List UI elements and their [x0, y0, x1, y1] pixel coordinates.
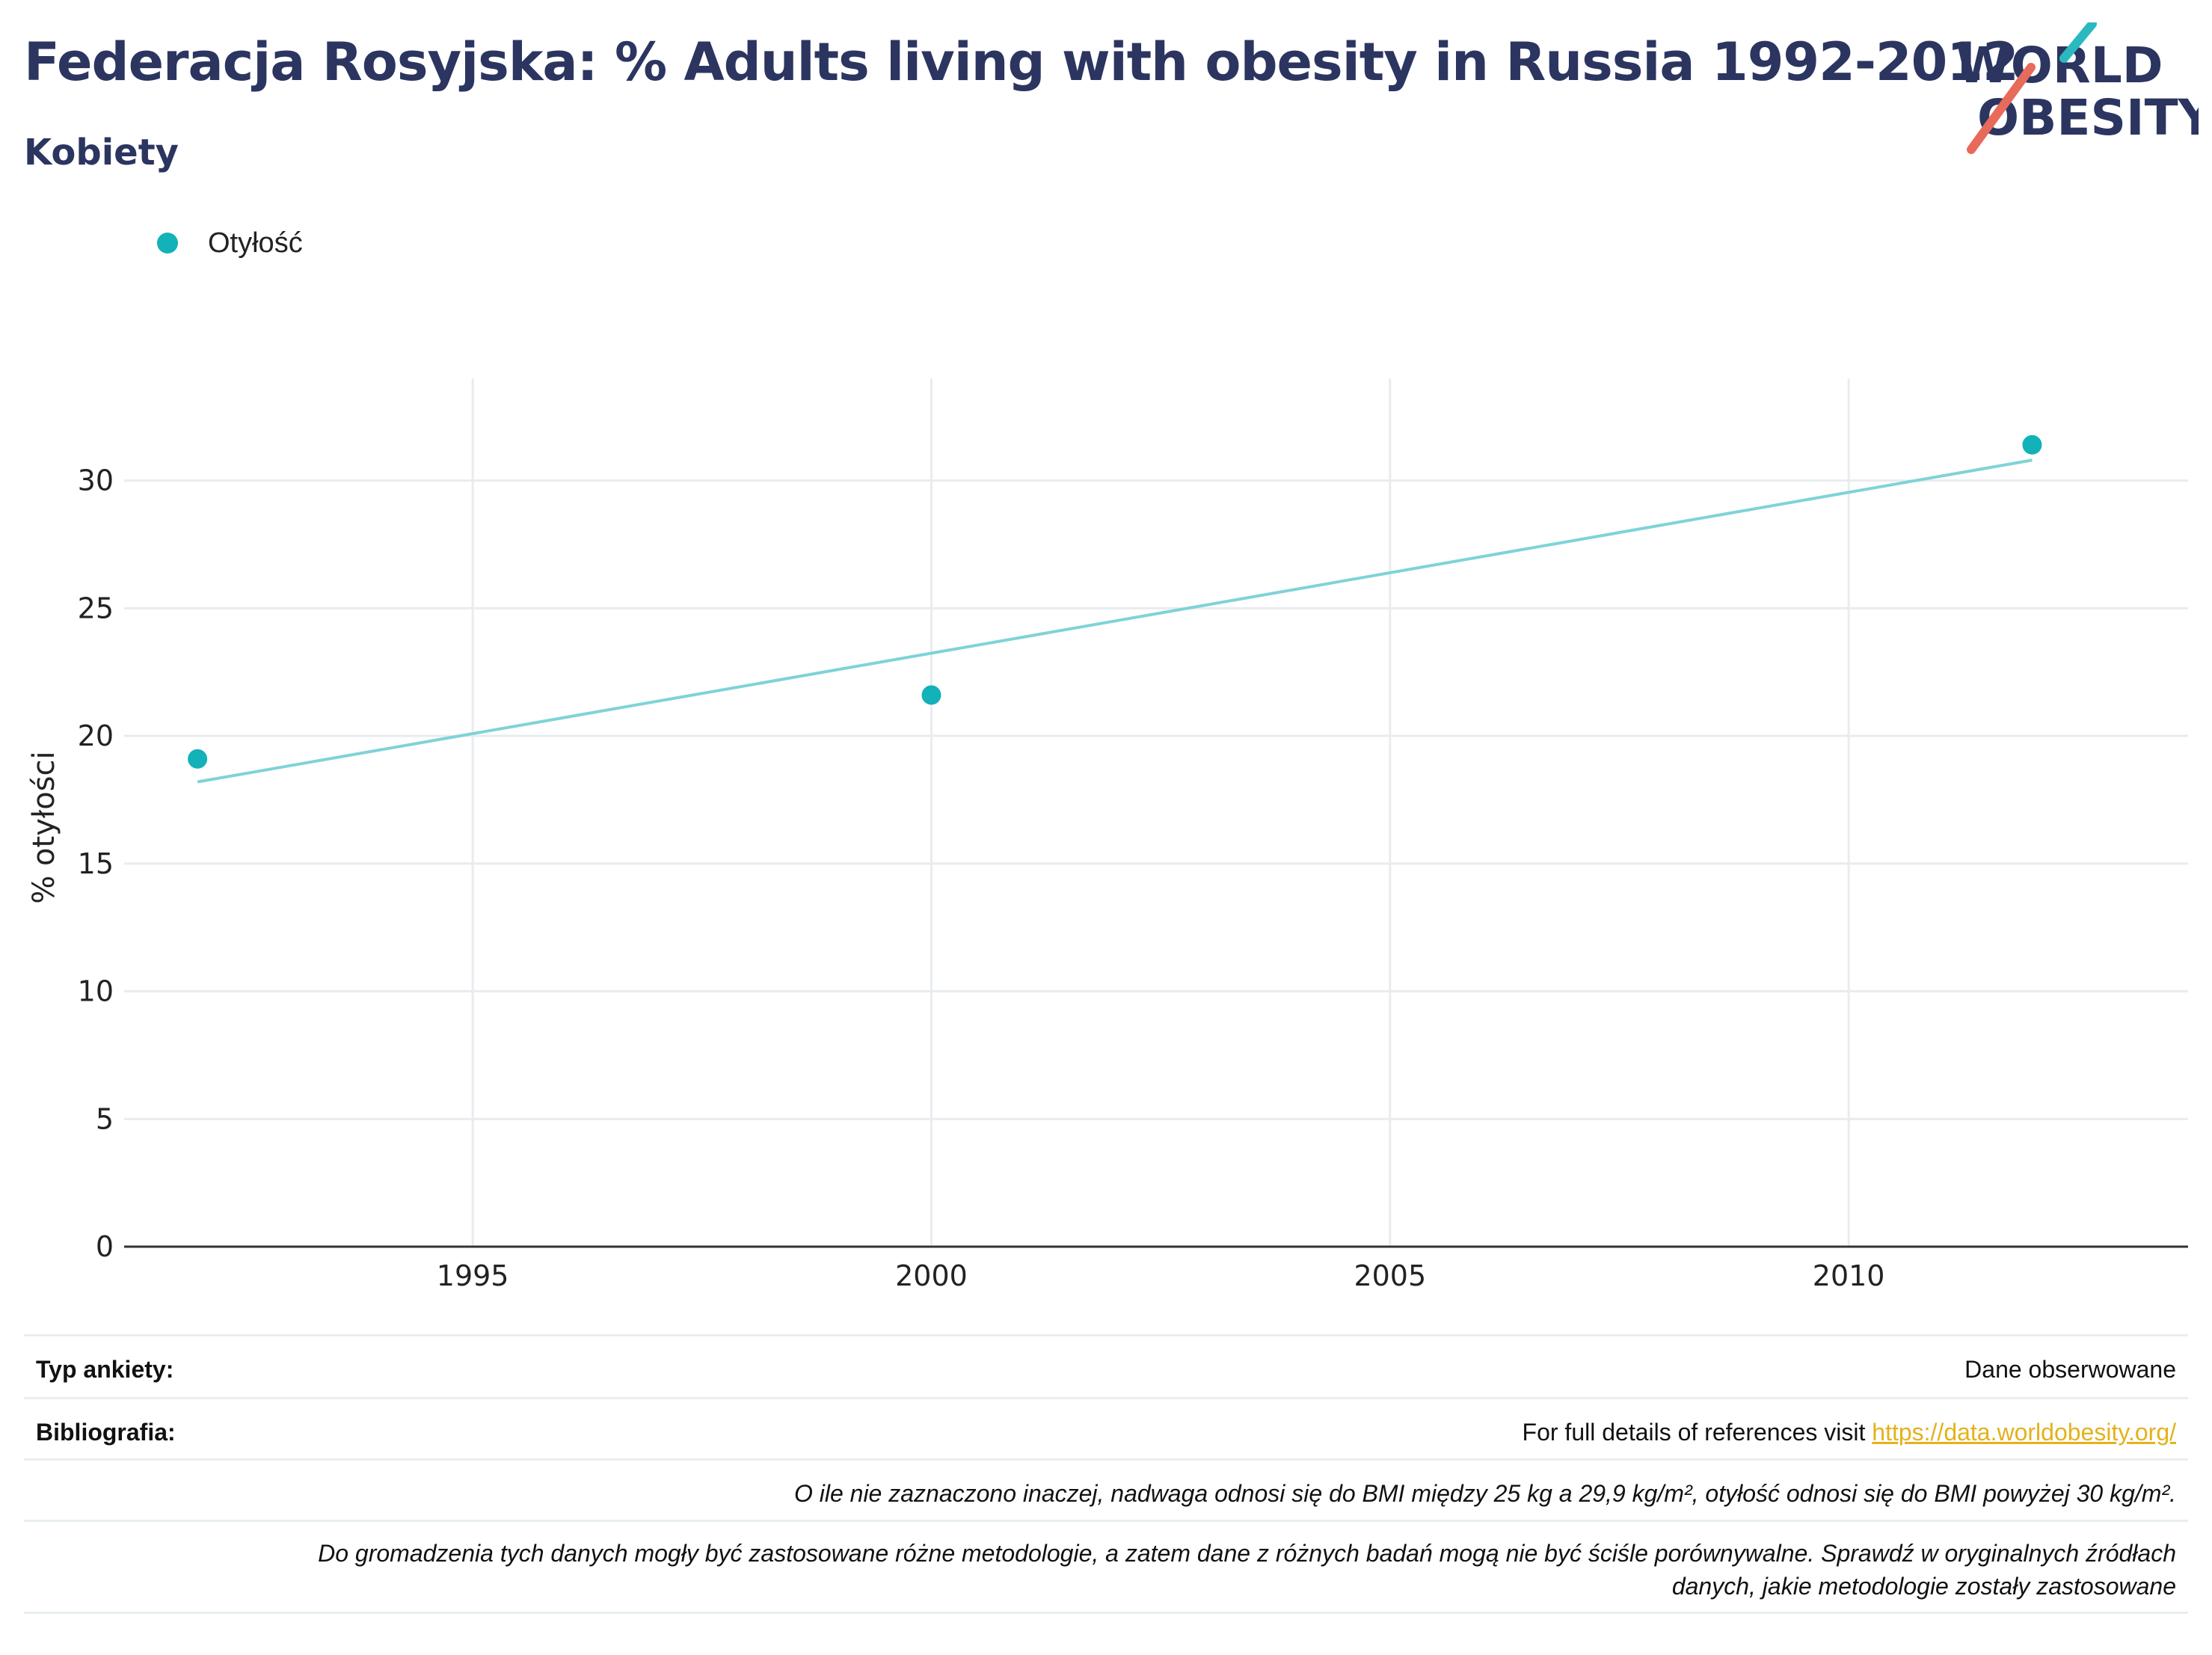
definition-note: O ile nie zaznaczono inaczej, nadwaga od…: [793, 1480, 2176, 1507]
legend-label-obesity: Otyłość: [208, 227, 303, 259]
chart-title: Federacja Rosyjska: % Adults living with…: [24, 31, 2019, 93]
chart-subtitle: Kobiety: [24, 132, 179, 174]
trend-line: [197, 458, 2033, 784]
definition-note-row: O ile nie zaznaczono inaczej, nadwaga od…: [24, 1458, 2188, 1520]
chart-plot: 0 5 10 15 20 25 30 1995 2000 2005 2010 % otyłości: [27, 378, 2188, 1292]
y-tick-label: 0: [96, 1230, 114, 1263]
bibliography-text: For full details of references visit: [1522, 1419, 1872, 1446]
logo-red-slash: [1967, 63, 2036, 154]
methodology-note-row: Do gromadzenia tych danych mogły być zas…: [24, 1520, 2188, 1614]
data-point: [2022, 435, 2042, 455]
bibliography-link[interactable]: https://data.worldobesity.org/: [1872, 1419, 2176, 1446]
y-tick-label: 30: [78, 464, 114, 497]
logo-line1: WORLD: [1956, 37, 2163, 94]
y-tick-label: 20: [78, 719, 114, 752]
y-tick-label: 5: [96, 1102, 114, 1135]
y-axis-label: % otyłości: [27, 751, 61, 903]
y-tick-label: 15: [78, 847, 114, 880]
bibliography-label: Bibliografia:: [36, 1419, 176, 1446]
survey-type-value: Dane obserwowane: [1964, 1356, 2176, 1383]
x-tick-label: 1995: [437, 1259, 509, 1292]
data-point: [188, 749, 208, 769]
bibliography-row: Bibliografia: For full details of refere…: [24, 1397, 2188, 1458]
survey-type-row: Typ ankiety: Dane obserwowane: [24, 1334, 2188, 1397]
survey-type-label: Typ ankiety:: [36, 1356, 174, 1383]
y-tick-label: 10: [78, 975, 114, 1008]
legend[interactable]: Otyłość: [157, 224, 303, 262]
x-tick-label: 2005: [1354, 1259, 1426, 1292]
bibliography-value: For full details of references visit htt…: [1523, 1419, 2176, 1446]
data-point: [921, 685, 941, 705]
methodology-note: Do gromadzenia tych danych mogły być zas…: [318, 1537, 2176, 1603]
logo-teal-slash: [2059, 22, 2097, 63]
legend-marker: [157, 233, 178, 254]
y-tick-label: 25: [78, 592, 114, 624]
logo-line2: OBESITY: [1977, 89, 2199, 147]
methodology-note-line2: danych, jakie metodologie zostały zastos…: [1671, 1573, 2176, 1600]
x-tick-label: 2000: [895, 1259, 968, 1292]
world-obesity-logo: WORLD OBESITY: [1956, 22, 2199, 154]
methodology-note-line1: Do gromadzenia tych danych mogły być zas…: [318, 1540, 2176, 1567]
x-tick-label: 2010: [1813, 1259, 1885, 1292]
